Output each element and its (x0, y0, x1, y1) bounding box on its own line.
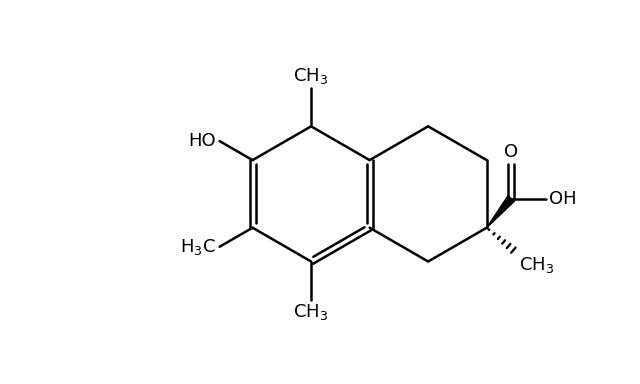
Text: CH$_3$: CH$_3$ (294, 302, 329, 322)
Text: CH$_3$: CH$_3$ (519, 255, 554, 275)
Text: CH$_3$: CH$_3$ (294, 66, 329, 86)
Text: H$_3$C: H$_3$C (180, 237, 216, 257)
Text: OH: OH (548, 190, 577, 208)
Text: HO: HO (189, 132, 216, 150)
Text: O: O (504, 142, 518, 161)
Polygon shape (486, 196, 515, 228)
